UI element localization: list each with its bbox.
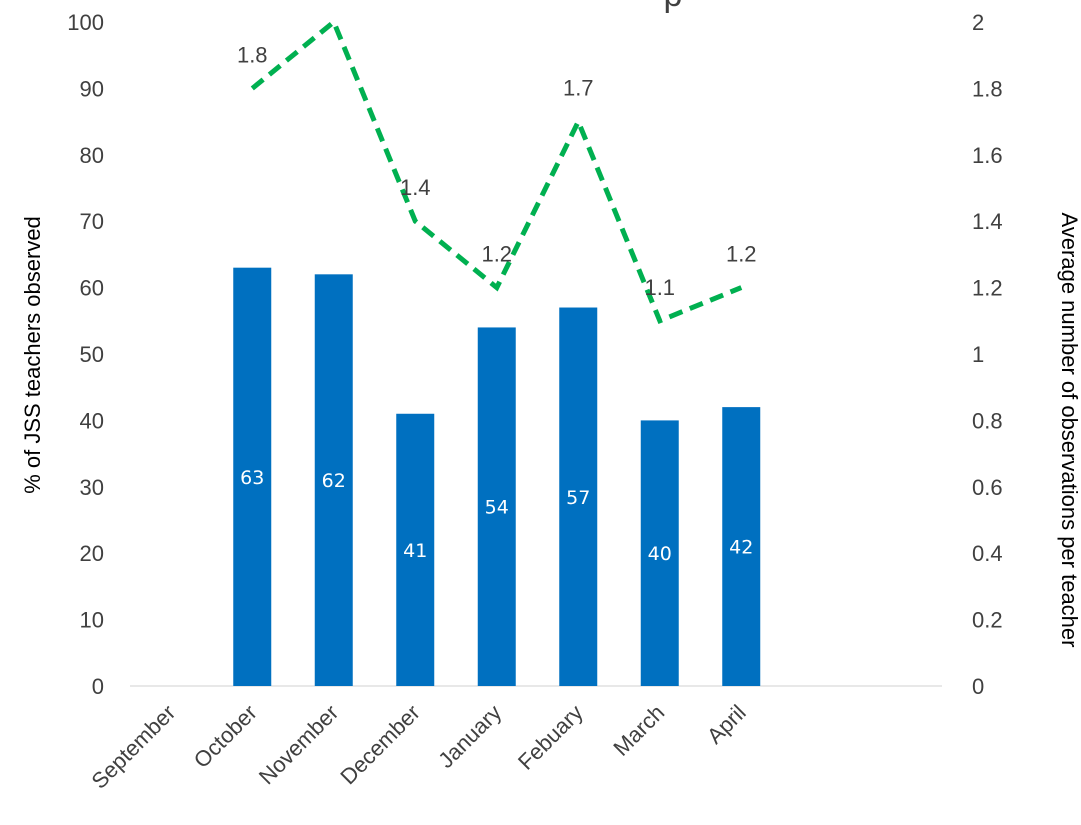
right-tick-label: 1	[972, 342, 984, 367]
right-tick-label: 0.8	[972, 408, 1003, 433]
left-tick-label: 80	[80, 143, 104, 168]
observations-line	[250, 17, 743, 325]
y-axis-title-right: Average number of observations per teach…	[1057, 213, 1081, 648]
category-label: September	[87, 700, 181, 794]
right-tick-label: 0.2	[972, 608, 1003, 633]
right-tick-label: 1.8	[972, 76, 1003, 101]
left-tick-label: 60	[80, 276, 104, 301]
bar	[722, 407, 761, 686]
bar-labels: 63 62 41 54 57 40 42	[240, 467, 753, 565]
bar-value-label: 40	[648, 543, 672, 565]
category-label: January	[433, 700, 506, 773]
right-tick-label: 1.6	[972, 143, 1003, 168]
line-labels: 1.8 1.4 1.2 1.7 1.1 1.2	[237, 42, 757, 299]
bar-value-label: 42	[729, 537, 753, 559]
left-tick-label: 40	[80, 408, 104, 433]
category-label: March	[608, 700, 669, 761]
left-tick-label: 30	[80, 475, 104, 500]
bar	[477, 327, 516, 686]
chart-title-fragment: p	[664, 0, 683, 14]
line-value-label: 1.2	[726, 242, 757, 267]
line-value-label: 1.2	[481, 242, 512, 267]
left-axis-ticks: 0 10 20 30 40 50 60 70 80 90 100	[67, 10, 104, 699]
category-label: November	[254, 700, 343, 789]
category-label: Febuary	[513, 700, 588, 775]
bar	[314, 274, 353, 686]
right-axis-ticks: 0 0.2 0.4 0.6 0.8 1 1.2 1.4 1.6 1.8 2	[972, 10, 1003, 699]
left-tick-label: 90	[80, 76, 104, 101]
y-axis-title-left: % of JSS teachers observed	[20, 216, 45, 494]
bar-value-label: 57	[566, 487, 590, 509]
bar-value-label: 62	[322, 470, 346, 492]
right-tick-label: 0.4	[972, 541, 1003, 566]
bar-value-label: 41	[403, 540, 427, 562]
bar	[559, 307, 598, 686]
line-value-label: 1.4	[400, 175, 431, 200]
bar	[233, 267, 272, 686]
category-label: October	[189, 700, 262, 773]
right-tick-label: 0.6	[972, 475, 1003, 500]
category-label: April	[702, 700, 751, 749]
right-tick-label: 1.4	[972, 209, 1003, 234]
bar	[640, 420, 679, 686]
bars	[233, 267, 761, 686]
line-value-label: 1.1	[644, 275, 675, 300]
bar-value-label: 63	[240, 467, 264, 489]
bar	[396, 413, 435, 686]
line-value-label: 1.7	[563, 76, 594, 101]
left-tick-label: 50	[80, 342, 104, 367]
category-label: December	[335, 700, 424, 789]
left-tick-label: 20	[80, 541, 104, 566]
left-tick-label: 10	[80, 608, 104, 633]
left-tick-label: 70	[80, 209, 104, 234]
right-tick-label: 2	[972, 10, 984, 35]
left-tick-label: 100	[67, 10, 104, 35]
bar-value-label: 54	[485, 497, 509, 519]
right-tick-label: 0	[972, 674, 984, 699]
left-tick-label: 0	[92, 674, 104, 699]
right-tick-label: 1.2	[972, 276, 1003, 301]
line-value-label: 1.8	[237, 42, 268, 67]
